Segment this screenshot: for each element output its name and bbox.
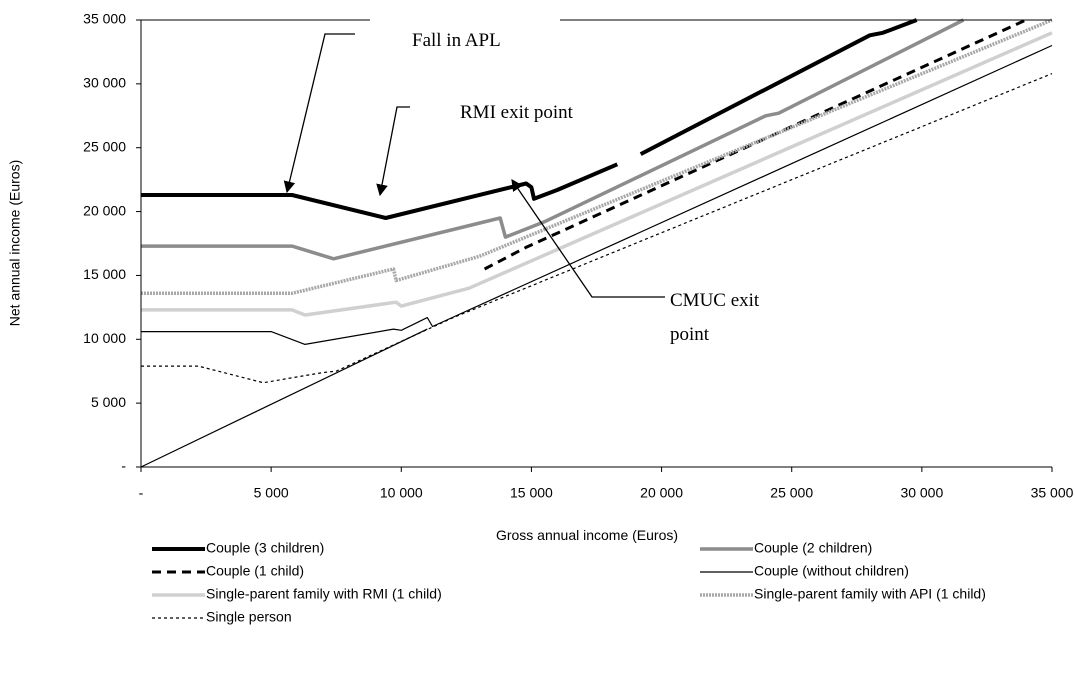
series-line (141, 31, 1053, 317)
y-tick-label: 30 000 (83, 75, 126, 91)
x-tick-label: 10 000 (380, 485, 423, 501)
arrow (283, 33, 355, 194)
y-tick-label: - (121, 458, 126, 474)
x-tick-label: 20 000 (640, 485, 683, 501)
legend-label: Couple (1 child) (206, 563, 304, 579)
y-tick-label: 20 000 (83, 202, 126, 218)
annotation: CMUC exit (670, 290, 760, 311)
series-line (141, 44, 1053, 345)
series-line (141, 18, 918, 220)
y-tick-label: 15 000 (83, 266, 126, 282)
arrow (376, 106, 410, 197)
legend-label: Single-parent family with API (1 child) (754, 586, 986, 602)
legend-label: Couple (3 children) (206, 540, 324, 556)
series-line (141, 73, 1053, 384)
legend: Couple (3 children) Couple (2 children) Co… (152, 540, 986, 625)
x-tick-label: 25 000 (770, 485, 813, 501)
x-tick-label: 5 000 (254, 485, 289, 501)
x-tick-label: 30 000 (900, 485, 943, 501)
y-axis-title: Net annual income (Euros) (7, 160, 23, 327)
x-tick-label: - (139, 485, 144, 501)
annotation: point (670, 324, 710, 345)
series-line (141, 18, 1053, 296)
annotation: Fall in APL (412, 30, 501, 51)
legend-label: Single-parent family with RMI (1 child) (206, 586, 442, 602)
legend-label: Couple (without children) (754, 563, 909, 579)
axes (140, 19, 1052, 468)
x-axis-title: Gross annual income (Euros) (496, 527, 678, 543)
series-line (483, 18, 1027, 271)
y-tick-label: 10 000 (83, 330, 126, 346)
legend-label: Couple (2 children) (754, 540, 872, 556)
reference-line (140, 328, 428, 468)
y-tick-label: 25 000 (83, 138, 126, 154)
x-tick-label: 35 000 (1031, 485, 1074, 501)
x-tick-label: 15 000 (510, 485, 553, 501)
legend-label: Single person (206, 609, 292, 625)
series-line (141, 18, 965, 261)
y-tick-label: 5 000 (91, 394, 126, 410)
y-tick-label: 35 000 (83, 11, 126, 27)
annotation-arrows (283, 33, 665, 298)
annotation: RMI exit point (460, 102, 574, 123)
arrow (511, 179, 665, 298)
plot-area (140, 18, 1053, 468)
